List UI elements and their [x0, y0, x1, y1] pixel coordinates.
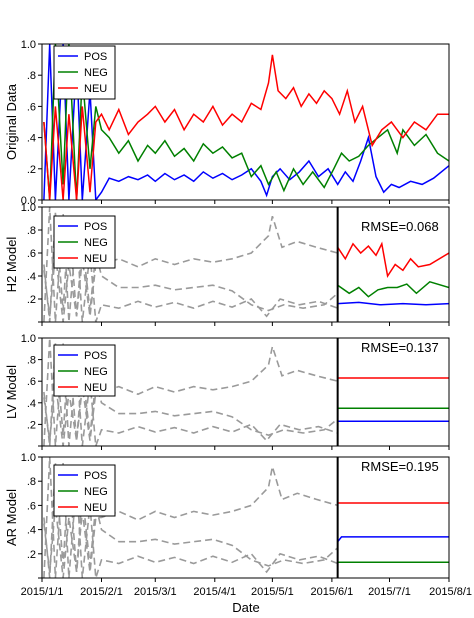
x-tick-label: 2015/8/1	[429, 586, 472, 598]
y-tick-label: .8	[27, 70, 36, 82]
plot-frame	[41, 456, 450, 579]
y-tick-label: 1.0	[21, 39, 36, 51]
x-tick-label: 2015/7/1	[368, 586, 411, 598]
x-tick-label: 2015/1/1	[21, 586, 64, 598]
plot-area	[43, 207, 449, 322]
series-line-pos	[337, 301, 449, 306]
x-tick-label: 2015/2/1	[80, 586, 123, 598]
legend-label-neg: NEG	[84, 67, 108, 79]
rmse-label: RMSE=0.137	[361, 340, 439, 355]
y-tick-label: .6	[27, 376, 36, 388]
y-tick-label: .2	[27, 419, 36, 431]
chart-panels: 0.0 .2 .4 .6 .8 1.0 Original Data POS NEG NEU .2 .4…	[4, 39, 472, 598]
y-axis-label: H2 Model	[4, 237, 19, 293]
plot-frame	[41, 337, 450, 447]
plot-area	[43, 338, 449, 446]
legend-label-pos: POS	[84, 51, 107, 63]
y-tick-label: .4	[27, 398, 36, 410]
history-line-3	[43, 215, 338, 322]
plot-frame	[41, 43, 450, 201]
legend: POS NEG NEU	[53, 45, 116, 100]
panel-3: .2 .4 .6 .8 1.0 LV Model POS NEG NEU RMSE=0.137	[4, 333, 450, 450]
y-tick-label: .4	[27, 133, 36, 145]
y-tick-label: .2	[27, 164, 36, 176]
y-axis-label: AR Model	[4, 489, 19, 546]
legend: POS NEG NEU	[53, 344, 116, 397]
legend-label-neu: NEU	[84, 83, 107, 95]
history-line-3	[43, 343, 338, 446]
rmse-label: RMSE=0.068	[361, 219, 439, 234]
x-tick-label: 2015/6/1	[310, 586, 353, 598]
y-tick-label: .2	[27, 549, 36, 561]
y-tick-label: .8	[27, 476, 36, 488]
legend-label-neg: NEG	[84, 237, 108, 249]
y-tick-label: .6	[27, 101, 36, 113]
legend-box	[53, 215, 116, 269]
panel-1: 0.0 .2 .4 .6 .8 1.0 Original Data POS NEG NEU	[4, 39, 450, 207]
legend-label-neg: NEG	[84, 366, 108, 378]
plot-area	[43, 44, 449, 200]
legend: POS NEG NEU	[53, 215, 116, 269]
legend-label-neg: NEG	[84, 486, 108, 498]
legend-label-neu: NEU	[84, 382, 107, 394]
plot-frame	[41, 206, 450, 323]
x-tick-label: 2015/5/1	[251, 586, 294, 598]
series-line-neu	[337, 241, 449, 278]
series-line-neu	[43, 54, 449, 200]
y-tick-label: .8	[27, 355, 36, 367]
x-axis-label: Date	[232, 600, 259, 615]
rmse-label: RMSE=0.195	[361, 459, 439, 474]
y-tick-label: 1.0	[21, 202, 36, 214]
x-tick-label: 2015/4/1	[193, 586, 236, 598]
x-tick-label: 2015/3/1	[134, 586, 177, 598]
y-tick-label: 1.0	[21, 452, 36, 464]
y-tick-label: .4	[27, 525, 36, 537]
series-line-neg	[337, 280, 449, 298]
y-tick-label: .4	[27, 271, 36, 283]
y-tick-label: .6	[27, 248, 36, 260]
y-tick-label: .2	[27, 294, 36, 306]
history-line-3	[43, 466, 338, 578]
legend-label-neu: NEU	[84, 502, 107, 514]
series-line-pos	[337, 536, 449, 543]
panel-4: .2 .4 .6 .8 1.0 2015/1/1 2015/2/1 2015/3/1 2015/…	[4, 452, 472, 598]
y-tick-label: 0.0	[21, 195, 36, 207]
y-tick-label: 1.0	[21, 333, 36, 345]
y-tick-label: .6	[27, 500, 36, 512]
y-axis-label: Original Data	[4, 83, 19, 160]
legend-label-pos: POS	[84, 221, 107, 233]
y-tick-label: .8	[27, 225, 36, 237]
history-line-1	[43, 457, 338, 578]
legend-label-neu: NEU	[84, 253, 107, 265]
legend-label-pos: POS	[84, 350, 107, 362]
y-axis-label: LV Model	[4, 365, 19, 419]
legend: POS NEG NEU	[53, 464, 116, 517]
legend-label-pos: POS	[84, 470, 107, 482]
panel-2: .2 .4 .6 .8 1.0 H2 Model POS NEG NEU RMSE=0.068	[4, 202, 450, 326]
history-line-2	[43, 212, 339, 322]
